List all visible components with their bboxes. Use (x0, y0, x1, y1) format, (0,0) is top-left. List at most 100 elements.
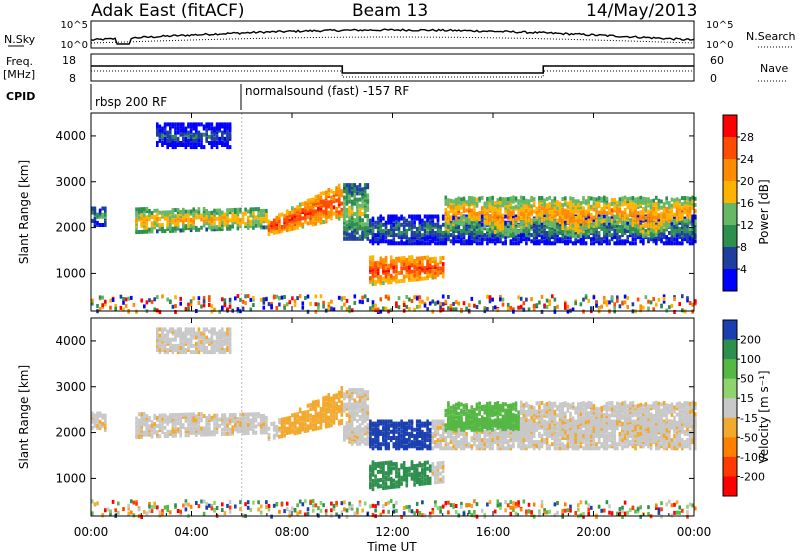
echo-cell (545, 239, 549, 244)
echo-cell (577, 234, 580, 239)
echo-cell (140, 420, 143, 425)
echo-cell (462, 239, 466, 244)
echo-cell (582, 235, 585, 240)
echo-cell (634, 233, 637, 238)
echo-cell (634, 212, 637, 216)
echo-cell (636, 196, 640, 201)
echo-cell (283, 218, 286, 223)
echo-cell (579, 222, 583, 227)
echo-cell (153, 426, 156, 431)
echo-cell (161, 348, 164, 352)
echo-cell (150, 432, 154, 437)
echo-cell (345, 307, 349, 312)
echo-cell (496, 239, 500, 244)
echo-cell (590, 306, 593, 311)
echo-cell (558, 228, 562, 233)
echo-cell (195, 350, 198, 355)
echo-cell (148, 424, 151, 429)
echo-cell (613, 206, 616, 211)
echo-cell (311, 406, 315, 411)
echo-cell (665, 239, 668, 244)
echo-cell (343, 396, 346, 401)
echo-cell (200, 225, 203, 230)
echo-cell (174, 126, 177, 131)
echo-cell (205, 339, 208, 344)
echo-cell (267, 227, 271, 232)
echo-cell (644, 229, 648, 233)
echo-cell (577, 199, 580, 204)
echo-cell (415, 233, 419, 238)
echo-cell (631, 216, 635, 221)
echo-cell (223, 348, 227, 352)
echo-cell (652, 307, 655, 312)
echo-cell (532, 203, 536, 208)
echo-cell (182, 331, 185, 336)
echo-cell (301, 502, 305, 507)
echo-cell (187, 427, 190, 431)
echo-cell (197, 209, 201, 214)
echo-cell (397, 216, 401, 221)
echo-cell (608, 206, 611, 211)
echo-cell (431, 214, 435, 219)
echo-cell (454, 206, 458, 211)
echo-cell (382, 233, 385, 238)
echo-cell (462, 219, 466, 224)
echo-cell (384, 266, 388, 271)
nave-label: Nave (760, 62, 788, 75)
echo-cell (228, 304, 232, 309)
echo-cell (234, 421, 237, 426)
echo-cell (104, 302, 107, 307)
echo-cell (298, 510, 302, 515)
echo-cell (538, 220, 541, 225)
echo-cell (327, 423, 331, 428)
echo-cell (309, 499, 312, 504)
echo-cell (668, 207, 671, 212)
echo-cell (582, 309, 585, 314)
echo-cell (319, 508, 323, 513)
echo-cell (532, 303, 536, 308)
echo-cell (213, 141, 216, 145)
echo-cell (629, 229, 632, 233)
power-colorbar-label: Power [dB] (757, 179, 771, 244)
echo-cell (475, 214, 479, 219)
echo-cell (363, 193, 367, 198)
echo-cell (491, 210, 494, 215)
echo-cell (371, 278, 375, 282)
echo-cell (135, 309, 138, 314)
echo-cell (444, 208, 448, 212)
echo-cell (93, 417, 97, 422)
echo-cell (228, 421, 232, 426)
echo-cell (174, 417, 177, 422)
echo-cell (306, 426, 310, 431)
echo-cell (210, 348, 214, 352)
echo-cell (343, 197, 346, 202)
echo-cell (649, 211, 653, 216)
echo-cell (231, 216, 234, 221)
echo-cell (314, 203, 318, 208)
echo-cell (519, 222, 523, 227)
echo-cell (317, 403, 320, 408)
echo-cell (337, 193, 341, 198)
echo-cell (293, 213, 297, 218)
echo-cell (506, 232, 510, 237)
echo-cell (405, 261, 409, 266)
echo-cell (314, 418, 318, 423)
echo-cell (371, 304, 375, 309)
echo-cell (337, 390, 341, 395)
echo-cell (257, 223, 260, 228)
echo-cell (150, 227, 154, 232)
echo-cell (166, 122, 169, 127)
echo-cell (506, 224, 510, 229)
echo-cell (218, 227, 221, 232)
echo-cell (278, 229, 281, 234)
echo-cell (161, 214, 164, 219)
echo-cell (642, 211, 645, 216)
echo-cell (153, 208, 156, 213)
echo-cell (236, 307, 240, 312)
echo-cell (301, 216, 305, 221)
echo-cell (694, 239, 697, 244)
echo-cell (553, 229, 557, 233)
echo-cell (163, 505, 167, 510)
echo-cell (574, 209, 577, 214)
echo-cell (187, 217, 190, 222)
